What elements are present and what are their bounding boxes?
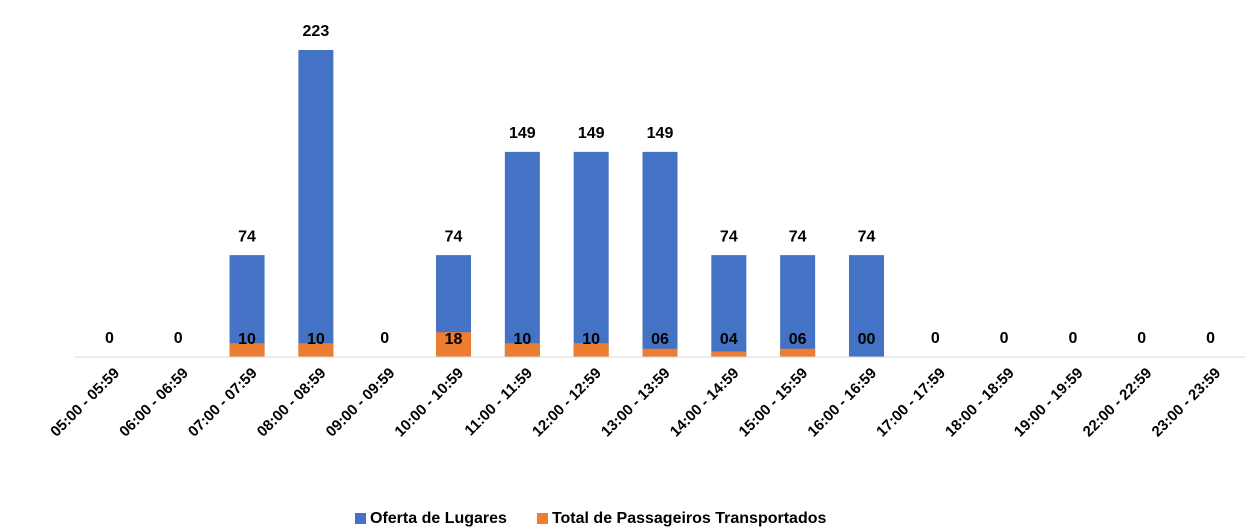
data-label: 0 xyxy=(1206,330,1215,347)
data-label: 0 xyxy=(380,330,389,347)
data-label: 00 xyxy=(858,331,876,348)
bar xyxy=(504,151,540,357)
data-label: 0 xyxy=(174,330,183,347)
data-label: 0 xyxy=(1000,330,1009,347)
x-tick-label: 17:00 - 17:59 xyxy=(873,365,949,441)
bar xyxy=(573,151,609,357)
x-tick-label: 10:00 - 10:59 xyxy=(391,365,467,441)
x-tick-label: 15:00 - 15:59 xyxy=(736,365,812,441)
x-tick-label: 13:00 - 13:59 xyxy=(598,365,674,441)
data-label: 10 xyxy=(307,331,325,348)
x-tick-label: 08:00 - 08:59 xyxy=(254,365,330,441)
x-tick-label: 09:00 - 09:59 xyxy=(323,365,399,441)
data-label: 06 xyxy=(651,331,669,348)
bar xyxy=(642,151,678,357)
data-label: 18 xyxy=(445,331,463,348)
bar xyxy=(780,255,816,357)
bar xyxy=(229,255,265,357)
data-label: 74 xyxy=(445,228,463,245)
x-tick-label: 14:00 - 14:59 xyxy=(667,365,743,441)
data-label: 74 xyxy=(789,228,807,245)
x-tick-label: 05:00 - 05:59 xyxy=(47,365,123,441)
bar xyxy=(298,50,334,357)
x-tick-label: 16:00 - 16:59 xyxy=(804,365,880,441)
x-tick-label: 11:00 - 11:59 xyxy=(461,365,536,440)
data-label: 10 xyxy=(513,331,531,348)
x-tick-label: 12:00 - 12:59 xyxy=(529,365,605,441)
data-label: 74 xyxy=(720,228,738,245)
bar xyxy=(229,343,265,357)
legend-label: Total de Passageiros Transportados xyxy=(552,510,827,527)
x-tick-label: 06:00 - 06:59 xyxy=(116,365,192,441)
data-label: 06 xyxy=(789,331,807,348)
legend-swatch xyxy=(355,513,366,524)
x-tick-label: 22:00 - 22:59 xyxy=(1080,365,1156,441)
data-label: 0 xyxy=(105,330,114,347)
data-label: 10 xyxy=(582,331,600,348)
bar xyxy=(711,255,747,357)
bar xyxy=(711,351,747,357)
data-label: 04 xyxy=(720,331,738,348)
bar xyxy=(504,343,540,357)
data-label: 0 xyxy=(931,330,940,347)
data-label: 10 xyxy=(238,331,256,348)
bar xyxy=(573,343,609,357)
legend-label: Oferta de Lugares xyxy=(370,510,507,527)
data-label: 149 xyxy=(647,125,674,142)
x-tick-label: 07:00 - 07:59 xyxy=(185,365,261,441)
bar xyxy=(642,348,678,357)
data-label: 0 xyxy=(1137,330,1146,347)
x-tick-label: 18:00 - 18:59 xyxy=(942,365,1018,441)
data-label: 149 xyxy=(578,125,605,142)
bar xyxy=(298,343,334,357)
data-label: 149 xyxy=(509,125,536,142)
x-tick-label: 19:00 - 19:59 xyxy=(1011,365,1087,441)
legend-swatch xyxy=(536,513,548,524)
data-label: 74 xyxy=(238,228,256,245)
bar xyxy=(848,255,884,357)
data-label: 74 xyxy=(858,228,876,245)
data-label: 0 xyxy=(1068,330,1077,347)
bar xyxy=(780,348,816,357)
data-label: 223 xyxy=(303,23,330,40)
bar xyxy=(436,332,472,357)
x-tick-label: 23:00 - 23:59 xyxy=(1149,365,1225,441)
